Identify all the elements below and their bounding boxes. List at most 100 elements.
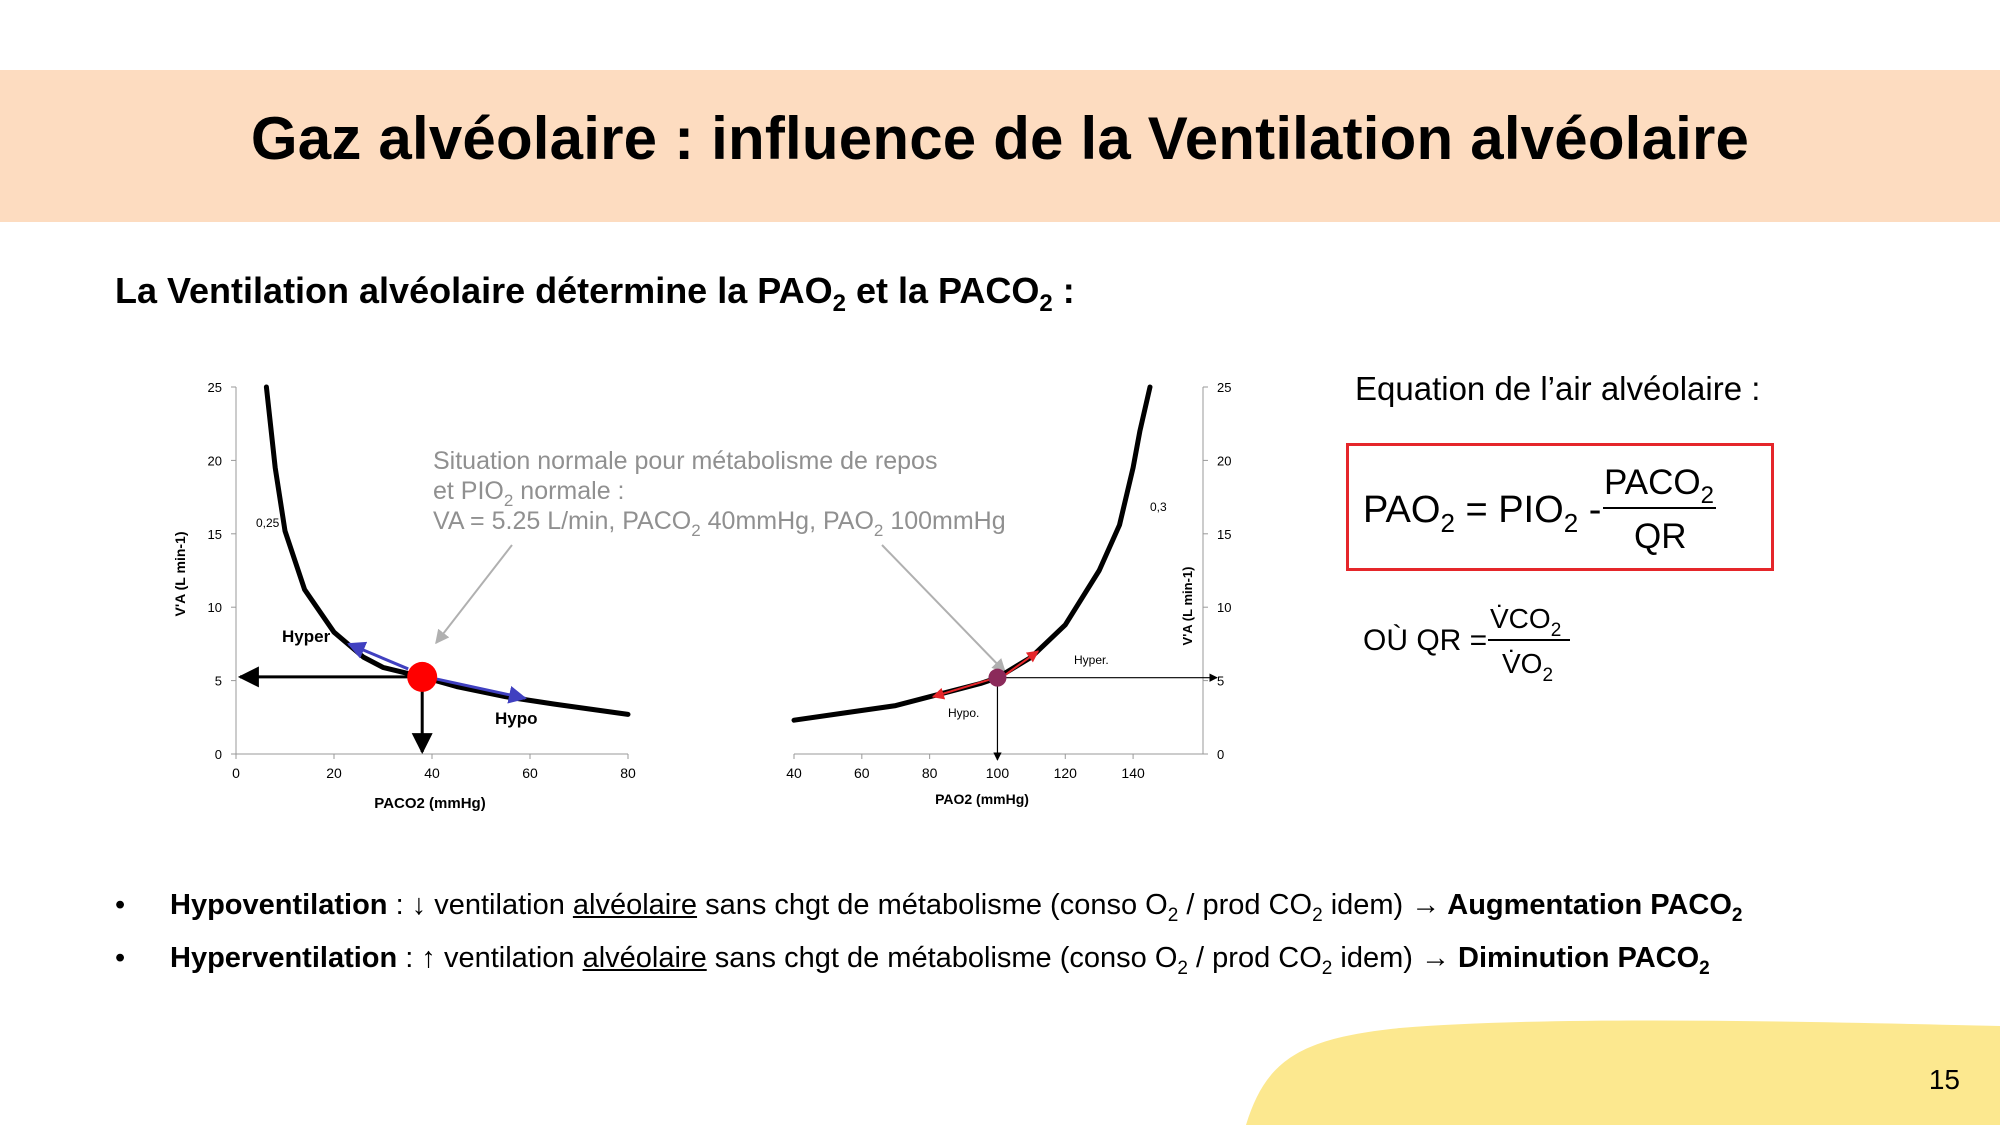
chart2-x-tick-label: 100 [986,765,1010,781]
chart2-y-tick-label: 10 [1217,600,1231,615]
chart1-hyper-label: Hyper [282,627,331,646]
bullet-list: • Hypoventilation : ↓ ventilation alvéola… [115,884,1742,990]
chart-marks: 0 20 40 60 80 0 5 10 15 20 25 40 60 80 100 120 140 0 5 10 15… [208,380,1232,781]
chart1-y-tick-label: 0 [215,747,222,762]
chart1-x-tick-label: 40 [424,765,440,781]
annotation-line-2-sub: 2 [504,491,513,510]
bullet-arrow: ↓ [411,889,427,921]
subtitle-text-3: : [1052,270,1075,311]
bullet-sub-2: 2 [1321,957,1333,979]
bullet-hyperventilation: • Hyperventilation : ↑ ventilation alvéol… [115,937,1742,990]
chart1-x-label-text: PACO2 (mmHg) [374,795,485,812]
chart1-y-tick-label: 5 [215,674,222,689]
annotation-arrow-right [881,544,1006,674]
chart1-normal-point [407,661,438,692]
chart2-hypo-label: Hypo. [948,706,979,720]
chart2-normal-point [988,668,1007,687]
chart2-y-tick-label: 20 [1217,453,1231,468]
chart2-hyper-arrow [1004,650,1040,676]
bullet-text-1: ventilation [426,889,573,921]
chart1-x-tick-label: 20 [326,765,342,781]
bullet-result-sub: 2 [1699,957,1710,979]
chart2-y-label: V'A (L min-1) [1180,567,1195,646]
bullet-term: Hypoventilation [170,889,388,921]
bullet-dot: • [115,889,126,921]
chart2-y-tick-label: 0 [1217,747,1224,762]
subtitle-sub-1: 2 [832,290,846,318]
bullet-result: Augmentation PACO2 [1440,889,1742,926]
slide-title: Gaz alvéolaire : influence de la Ventila… [250,105,1750,172]
bullet-result-arrow: → [1420,941,1450,974]
bullet-text-2: sans chgt de métabolisme (conso O [706,941,1178,974]
chart1-hypo-arrow [435,677,527,704]
bullet-underlined: alvéolaire [582,941,707,974]
subtitle-text-2: et la PACO [845,270,1040,311]
chart2-y-tick-label: 25 [1217,380,1231,395]
chart2-y-tick-label: 5 [1217,674,1224,689]
chart2-x-tick-label: 60 [854,765,870,781]
bullet-dot: • [115,941,126,974]
annotation-line-1: Situation normale pour métabolisme de re… [433,447,937,475]
annotation-line-2: et PIO2 normale : [433,477,625,510]
chart1-y-tick-label: 10 [208,600,222,615]
subtitle-sub-2: 2 [1039,290,1053,318]
equation-title: Equation de l’air alvéolaire : [1355,370,1761,407]
bullet-text-2: sans chgt de métabolisme (conso O [697,889,1168,921]
bullet-term: Hyperventilation [170,941,398,974]
chart1-y-tick-label: 25 [208,380,222,395]
equation-box [1346,443,1774,571]
bullet-underlined: alvéolaire [572,889,698,921]
bullet-sep: : [397,941,422,974]
chart1-hypo-label: Hypo [495,709,538,728]
chart2-curve-label: 0,3 [1150,500,1167,514]
annotation: Situation normale pour métabolisme de re… [433,447,1006,540]
bullet-text-4: idem) [1322,889,1412,921]
chart1-y-tick-label: 20 [208,453,222,468]
bullet-text-4: idem) [1332,941,1421,974]
chart1-x-tick-label: 0 [232,765,240,781]
bullet-result-text: Diminution PACO [1449,941,1700,974]
bullet-result-text: Augmentation PACO [1440,889,1732,921]
chart1-x-tick-label: 80 [620,765,636,781]
chart2-hyper-label: Hyper. [1074,653,1109,667]
annotation-line-2-b: normale : [513,477,624,505]
annotation-line-3-a: VA = 5.25 L/min, PACO [433,507,691,535]
title-band [0,70,2000,222]
chart1-curve-label: 0,25 [256,516,280,530]
chart2-x-tick-label: 120 [1054,765,1078,781]
chart2-y-tick-label: 15 [1217,527,1231,542]
chart2-x-tick-label: 80 [922,765,938,781]
chart1-y-label: V'A (L min-1) [172,532,188,617]
bullet-result: Diminution PACO2 [1449,941,1710,979]
annotation-line-3-sub2: 2 [874,521,883,540]
page-number: 15 [1928,1064,1960,1095]
chart2-hypo-arrow [931,678,990,700]
slide-subtitle: La Ventilation alvéolaire détermine la P… [115,270,1075,318]
subtitle-text-1: La Ventilation alvéolaire détermine la P… [115,270,833,311]
chart2-x-tick-label: 40 [786,765,802,781]
chart1-hyper-arrow [347,641,409,671]
chart2-x-tick-label: 140 [1121,765,1145,781]
bullet-text-3: / prod CO [1187,941,1322,974]
bullet-hypoventilation: • Hypoventilation : ↓ ventilation alvéola… [115,884,1742,937]
bullet-arrow: ↑ [421,941,436,974]
annotation-arrow-left [435,544,513,645]
annotation-line-3-c: 100mmHg [883,507,1005,535]
bullet-sub-1: 2 [1167,904,1179,926]
chart1-x-tick-label: 60 [522,765,538,781]
annotation-line-3-sub1: 2 [691,521,700,540]
bullet-text-3: / prod CO [1178,889,1313,921]
chart1-x-label: PACO2 (mmHg) [374,795,485,812]
corner-blob [1246,1020,2000,1125]
annotation-line-2-a: et PIO [433,477,504,505]
bullet-sub-2: 2 [1312,904,1323,926]
chart1-y-tick-label: 15 [208,527,222,542]
annotation-line-3-b: 40mmHg, PAO [701,507,874,535]
bullet-result-arrow: → [1411,889,1441,921]
chart2-x-label: PAO2 (mmHg) [935,791,1029,807]
annotation-line-3: VA = 5.25 L/min, PACO2 40mmHg, PAO2 100m… [433,507,1006,540]
bullet-result-sub: 2 [1731,904,1743,926]
bullet-sub-1: 2 [1177,957,1188,979]
